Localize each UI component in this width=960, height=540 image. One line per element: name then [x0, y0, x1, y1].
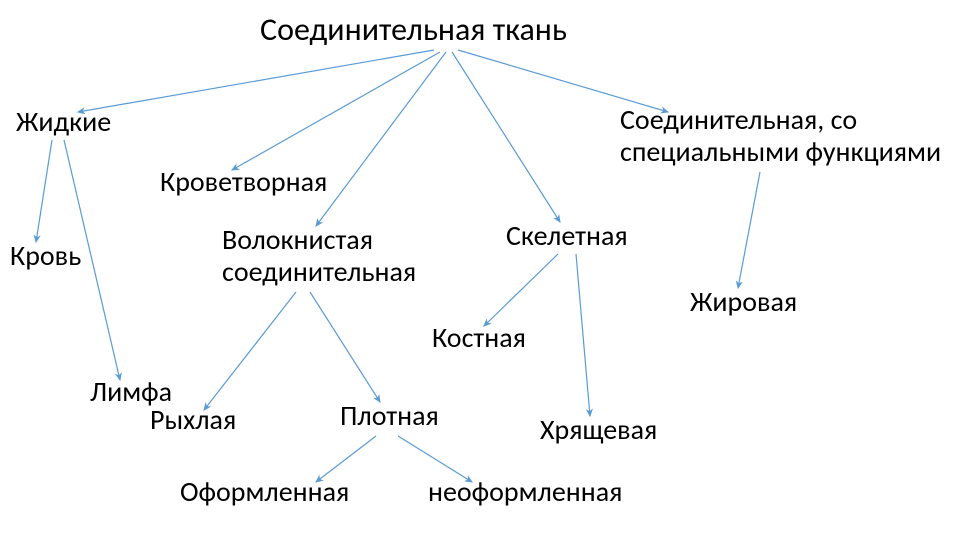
- node-title: Соединительная ткань: [260, 12, 567, 49]
- edge-11: [738, 172, 760, 288]
- node-hemat: Кроветворная: [160, 166, 327, 198]
- edge-3: [452, 52, 560, 222]
- edge-7: [204, 292, 296, 410]
- diagram-stage: { "diagram": { "type": "tree", "backgrou…: [0, 0, 960, 540]
- edge-8: [310, 292, 380, 402]
- node-formed: Оформленная: [180, 476, 349, 508]
- node-bone: Костная: [432, 322, 526, 354]
- arrows-layer: [0, 0, 960, 540]
- node-unformed: неоформленная: [428, 476, 622, 508]
- node-skeletal: Скелетная: [506, 220, 628, 252]
- node-fibrous: Волокнистая соединительная: [222, 224, 416, 288]
- edge-10: [576, 254, 590, 416]
- node-loose: Рыхлая: [150, 404, 236, 436]
- node-liquid: Жидкие: [16, 106, 111, 138]
- node-blood: Кровь: [10, 240, 81, 272]
- node-dense: Плотная: [340, 400, 439, 432]
- edge-9: [484, 254, 558, 326]
- node-cartilage: Хрящевая: [540, 414, 657, 446]
- node-adipose: Жировая: [690, 286, 797, 318]
- edge-5: [36, 140, 52, 242]
- node-special: Соединительная, со специальными функциям…: [620, 104, 941, 168]
- edge-2: [316, 52, 446, 226]
- edge-1: [232, 52, 440, 170]
- edge-0: [78, 50, 434, 112]
